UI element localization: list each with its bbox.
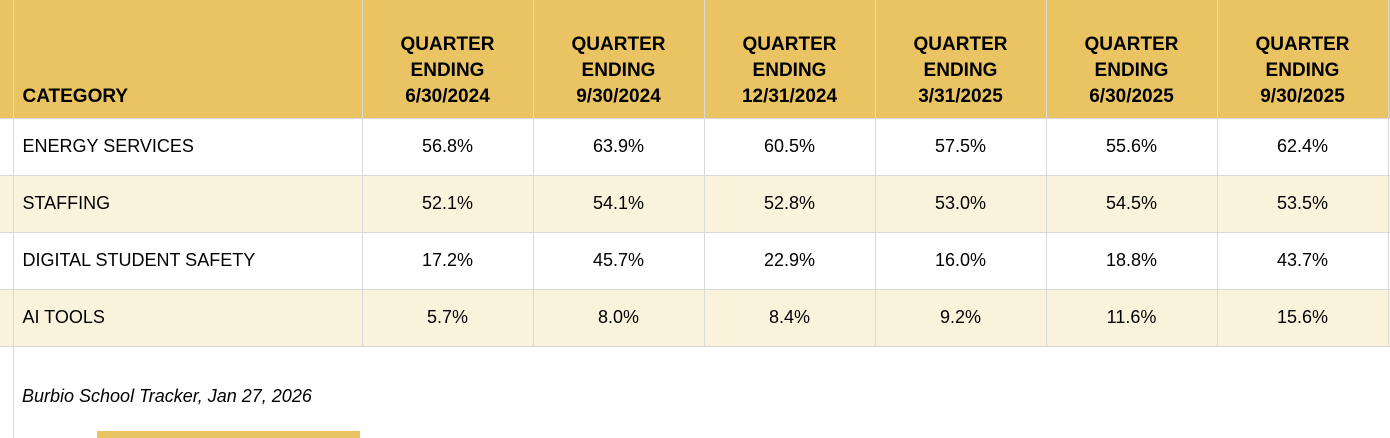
- column-header-q3: QUARTER ENDING 12/31/2024: [703, 0, 876, 119]
- value-cell: 53.5%: [1216, 174, 1389, 233]
- value-cell: 17.2%: [361, 231, 534, 290]
- column-header-line: QUARTER: [400, 33, 495, 55]
- column-header-line: 6/30/2024: [405, 85, 490, 107]
- column-header-line: QUARTER: [1255, 33, 1350, 55]
- table-row-staffing: STAFFING 52.1% 54.1% 52.8% 53.0% 54.5% 5…: [0, 174, 1390, 233]
- column-header-line: 9/30/2024: [576, 85, 661, 107]
- value-cell: 5.7%: [361, 288, 534, 347]
- column-header-line: QUARTER: [742, 33, 837, 55]
- left-sliver-header-cell: [0, 0, 14, 119]
- value-cell: 9.2%: [874, 288, 1047, 347]
- value-cell: 62.4%: [1216, 117, 1389, 176]
- value-cell: 15.6%: [1216, 288, 1389, 347]
- value-cell: 8.4%: [703, 288, 876, 347]
- left-sliver-cell: [0, 117, 14, 176]
- source-note: Burbio School Tracker, Jan 27, 2026: [22, 386, 312, 406]
- value-cell: 56.8%: [361, 117, 534, 176]
- column-header-line: ENDING: [581, 59, 656, 81]
- right-partial-cell: [1387, 288, 1390, 347]
- column-header-q5: QUARTER ENDING 6/30/2025: [1045, 0, 1218, 119]
- category-cell: DIGITAL STUDENT SAFETY: [12, 231, 363, 290]
- column-header-line: 3/31/2025: [918, 85, 1003, 107]
- category-cell: ENERGY SERVICES: [12, 117, 363, 176]
- sheet-tab-strip[interactable]: [97, 431, 360, 438]
- column-header-q1: QUARTER ENDING 6/30/2024: [361, 0, 534, 119]
- value-cell: 8.0%: [532, 288, 705, 347]
- left-sliver-cell: [0, 288, 14, 347]
- value-cell: 16.0%: [874, 231, 1047, 290]
- table-row-energy-services: ENERGY SERVICES 56.8% 63.9% 60.5% 57.5% …: [0, 117, 1390, 176]
- value-cell: 60.5%: [703, 117, 876, 176]
- category-cell: AI TOOLS: [12, 288, 363, 347]
- value-cell: 53.0%: [874, 174, 1047, 233]
- value-cell: 43.7%: [1216, 231, 1389, 290]
- column-header-q4: QUARTER ENDING 3/31/2025: [874, 0, 1047, 119]
- empty-region-row: [0, 346, 1390, 438]
- category-cell: STAFFING: [12, 174, 363, 233]
- column-header-line: QUARTER: [1084, 33, 1179, 55]
- column-header-line: QUARTER: [571, 33, 666, 55]
- value-cell: 52.1%: [361, 174, 534, 233]
- column-header-line: 12/31/2024: [741, 85, 838, 107]
- column-header-line: QUARTER: [913, 33, 1008, 55]
- value-cell: 54.1%: [532, 174, 705, 233]
- value-cell: 54.5%: [1045, 174, 1218, 233]
- value-cell: 45.7%: [532, 231, 705, 290]
- column-header-line: ENDING: [752, 59, 827, 81]
- left-gridline-continuation: [0, 346, 14, 438]
- column-header-line: ENDING: [1094, 59, 1169, 81]
- value-cell: 63.9%: [532, 117, 705, 176]
- value-cell: 55.6%: [1045, 117, 1218, 176]
- category-header-label: CATEGORY: [22, 85, 129, 107]
- column-header-q6: QUARTER ENDING 9/30/2025: [1216, 0, 1389, 119]
- column-header-line: 9/30/2025: [1260, 85, 1345, 107]
- value-cell: 18.8%: [1045, 231, 1218, 290]
- left-sliver-cell: [0, 231, 14, 290]
- category-column-header: CATEGORY: [12, 0, 363, 119]
- table-row-ai-tools: AI TOOLS 5.7% 8.0% 8.4% 9.2% 11.6% 15.6%: [0, 288, 1390, 347]
- table-row-digital-student-safety: DIGITAL STUDENT SAFETY 17.2% 45.7% 22.9%…: [0, 231, 1390, 290]
- table-header-row: CATEGORY QUARTER ENDING 6/30/2024 QUARTE…: [0, 0, 1390, 119]
- value-cell: 52.8%: [703, 174, 876, 233]
- column-header-line: ENDING: [923, 59, 998, 81]
- column-header-q2: QUARTER ENDING 9/30/2024: [532, 0, 705, 119]
- left-sliver-cell: [0, 174, 14, 233]
- value-cell: 11.6%: [1045, 288, 1218, 347]
- column-header-line: ENDING: [410, 59, 485, 81]
- value-cell: 22.9%: [703, 231, 876, 290]
- column-header-line: ENDING: [1265, 59, 1340, 81]
- value-cell: 57.5%: [874, 117, 1047, 176]
- column-header-line: 6/30/2025: [1089, 85, 1174, 107]
